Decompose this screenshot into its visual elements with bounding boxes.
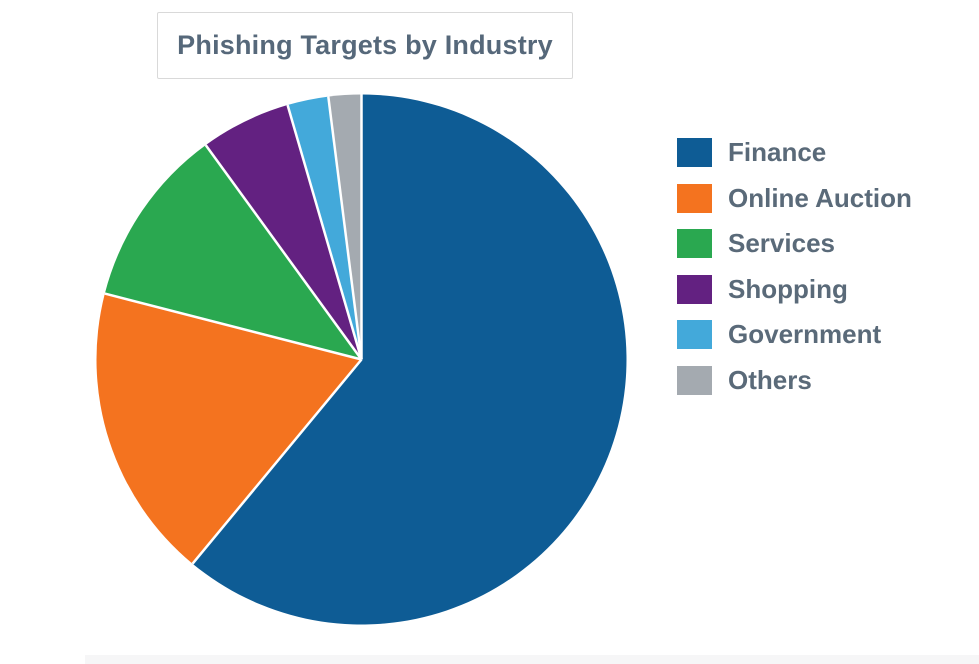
legend-swatch-services bbox=[677, 229, 712, 258]
legend-item-government: Government bbox=[677, 320, 912, 349]
slice-separator bbox=[327, 96, 363, 360]
legend-swatch-government bbox=[677, 320, 712, 349]
pie-chart bbox=[96, 94, 627, 625]
legend-label-services: Services bbox=[728, 228, 835, 258]
legend-swatch-others bbox=[677, 365, 712, 395]
chart-title: Phishing Targets by Industry bbox=[177, 30, 553, 60]
legend-swatch-shopping bbox=[677, 274, 712, 304]
slice-separator bbox=[204, 144, 363, 361]
legend-label-government: Government bbox=[728, 319, 882, 349]
chart-title-box: Phishing Targets by Industry bbox=[157, 12, 573, 79]
slice-separator bbox=[286, 104, 363, 360]
bottom-edge-strip bbox=[85, 655, 979, 664]
pie-slice-shopping bbox=[205, 105, 362, 360]
pie-slice-finance bbox=[192, 94, 627, 625]
legend-item-shopping: Shopping bbox=[677, 273, 912, 304]
legend-label-others: Others bbox=[728, 364, 812, 395]
legend-label-finance: Finance bbox=[728, 137, 827, 167]
pie-slice-online-auction bbox=[96, 293, 362, 564]
pie-chart-area bbox=[94, 92, 629, 627]
slice-separator bbox=[104, 292, 362, 361]
legend-label-shopping: Shopping bbox=[728, 273, 848, 304]
chart-legend: Finance Online Auction Services Shopping… bbox=[677, 138, 912, 411]
legend-label-online-auction: Online Auction bbox=[728, 182, 912, 213]
legend-item-services: Services bbox=[677, 229, 912, 258]
legend-item-finance: Finance bbox=[677, 138, 912, 167]
legend-item-online-auction: Online Auction bbox=[677, 182, 912, 213]
legend-swatch-online-auction bbox=[677, 183, 712, 213]
slice-separator bbox=[191, 358, 363, 565]
legend-item-others: Others bbox=[677, 364, 912, 395]
pie-slice-services bbox=[104, 145, 362, 360]
legend-swatch-finance bbox=[677, 138, 712, 167]
